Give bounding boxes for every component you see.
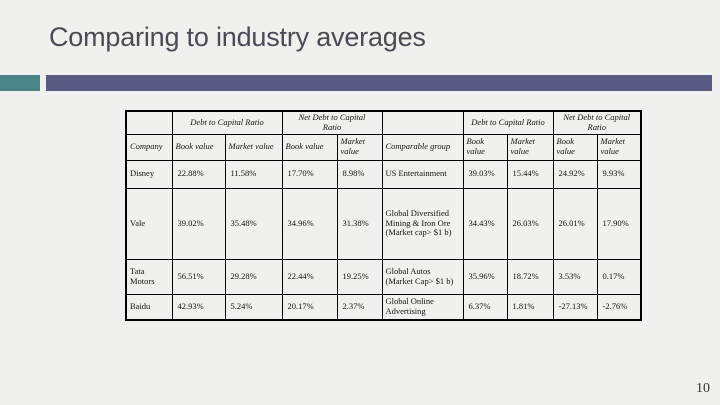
- cell-comparable-group: Global Online Advertising: [381, 293, 464, 321]
- blank-cell: [125, 110, 173, 135]
- group-header-debt-to-capital: Debt to Capital Ratio: [171, 110, 283, 135]
- cell-value: 20.17%: [281, 293, 338, 321]
- column-header-market-value: Market value: [224, 133, 283, 161]
- cell-value: 5.24%: [224, 293, 283, 321]
- cell-industry-value: -2.76%: [596, 293, 642, 321]
- cell-value: 2.37%: [336, 293, 383, 321]
- group-header-industry-debt-to-capital: Debt to Capital Ratio: [462, 110, 554, 135]
- cell-value: 19.25%: [336, 258, 383, 295]
- cell-value: 22.44%: [281, 258, 338, 295]
- column-header-market-value: Market value: [506, 133, 554, 161]
- cell-industry-value: 18.72%: [506, 258, 554, 295]
- column-header-market-value: Market value: [336, 133, 383, 161]
- page-title: Comparing to industry averages: [49, 22, 426, 52]
- cell-value: 39.02%: [171, 187, 226, 260]
- cell-value: 29.28%: [224, 258, 283, 295]
- page-number: 10: [696, 381, 710, 396]
- cell-industry-value: 17.90%: [596, 187, 642, 260]
- column-header-book-value: Book value: [281, 133, 338, 161]
- table-row-vale: Vale 39.02% 35.48% 34.96% 31.38% Global …: [125, 187, 642, 260]
- cell-comparable-group: US Entertainment: [381, 159, 464, 189]
- cell-industry-value: -27.13%: [552, 293, 598, 321]
- cell-company: Tata Motors: [125, 258, 173, 295]
- cell-industry-value: 3.53%: [552, 258, 598, 295]
- cell-comparable-group: Global Autos (Market Cap> $1 b): [381, 258, 464, 295]
- column-header-book-value: Book value: [171, 133, 226, 161]
- comparison-table: Debt to Capital Ratio Net Debt to Capita…: [125, 110, 642, 321]
- table-column-header-row: Company Book value Market value Book val…: [125, 133, 642, 161]
- accent-bar: [0, 75, 712, 91]
- cell-comparable-group: Global Diversified Mining & Iron Ore (Ma…: [381, 187, 464, 260]
- cell-industry-value: 24.92%: [552, 159, 598, 189]
- cell-value: 56.51%: [171, 258, 226, 295]
- accent-purple-bar: [46, 75, 712, 91]
- cell-value: 8.98%: [336, 159, 383, 189]
- cell-industry-value: 35.96%: [462, 258, 508, 295]
- cell-value: 34.96%: [281, 187, 338, 260]
- group-header-net-debt-to-capital: Net Debt to Capital Ratio: [281, 110, 383, 135]
- cell-industry-value: 0.17%: [596, 258, 642, 295]
- group-header-industry-net-debt-to-capital: Net Debt to Capital Ratio: [552, 110, 642, 135]
- cell-industry-value: 9.93%: [596, 159, 642, 189]
- column-header-book-value: Book value: [462, 133, 508, 161]
- table-group-header-row: Debt to Capital Ratio Net Debt to Capita…: [125, 110, 642, 135]
- group-header-label: Net Debt to Capital Ratio: [563, 112, 631, 132]
- blank-cell: [381, 110, 464, 135]
- cell-industry-value: 34.43%: [462, 187, 508, 260]
- table-row-disney: Disney 22.88% 11.58% 17.70% 8.98% US Ent…: [125, 159, 642, 189]
- cell-value: 35.48%: [224, 187, 283, 260]
- group-header-label: Debt to Capital Ratio: [190, 116, 264, 127]
- cell-industry-value: 26.01%: [552, 187, 598, 260]
- cell-company: Vale: [125, 187, 173, 260]
- table-row-baidu: Baidu 42.93% 5.24% 20.17% 2.37% Global O…: [125, 293, 642, 321]
- cell-value: 42.93%: [171, 293, 226, 321]
- column-header-market-value: Market value: [596, 133, 642, 161]
- cell-value: 17.70%: [281, 159, 338, 189]
- cell-industry-value: 39.03%: [462, 159, 508, 189]
- column-header-book-value: Book value: [552, 133, 598, 161]
- cell-value: 11.58%: [224, 159, 283, 189]
- cell-industry-value: 6.37%: [462, 293, 508, 321]
- cell-value: 31.38%: [336, 187, 383, 260]
- cell-value: 22.88%: [171, 159, 226, 189]
- accent-teal-block: [0, 75, 40, 91]
- cell-company: Disney: [125, 159, 173, 189]
- cell-industry-value: 15.44%: [506, 159, 554, 189]
- group-header-label: Net Debt to Capital Ratio: [298, 112, 366, 132]
- group-header-label: Debt to Capital Ratio: [471, 116, 545, 127]
- table-row-tata-motors: Tata Motors 56.51% 29.28% 22.44% 19.25% …: [125, 258, 642, 295]
- cell-company: Baidu: [125, 293, 173, 321]
- column-header-comparable-group: Comparable group: [381, 133, 464, 161]
- column-header-company: Company: [125, 133, 173, 161]
- cell-industry-value: 1.81%: [506, 293, 554, 321]
- cell-industry-value: 26.03%: [506, 187, 554, 260]
